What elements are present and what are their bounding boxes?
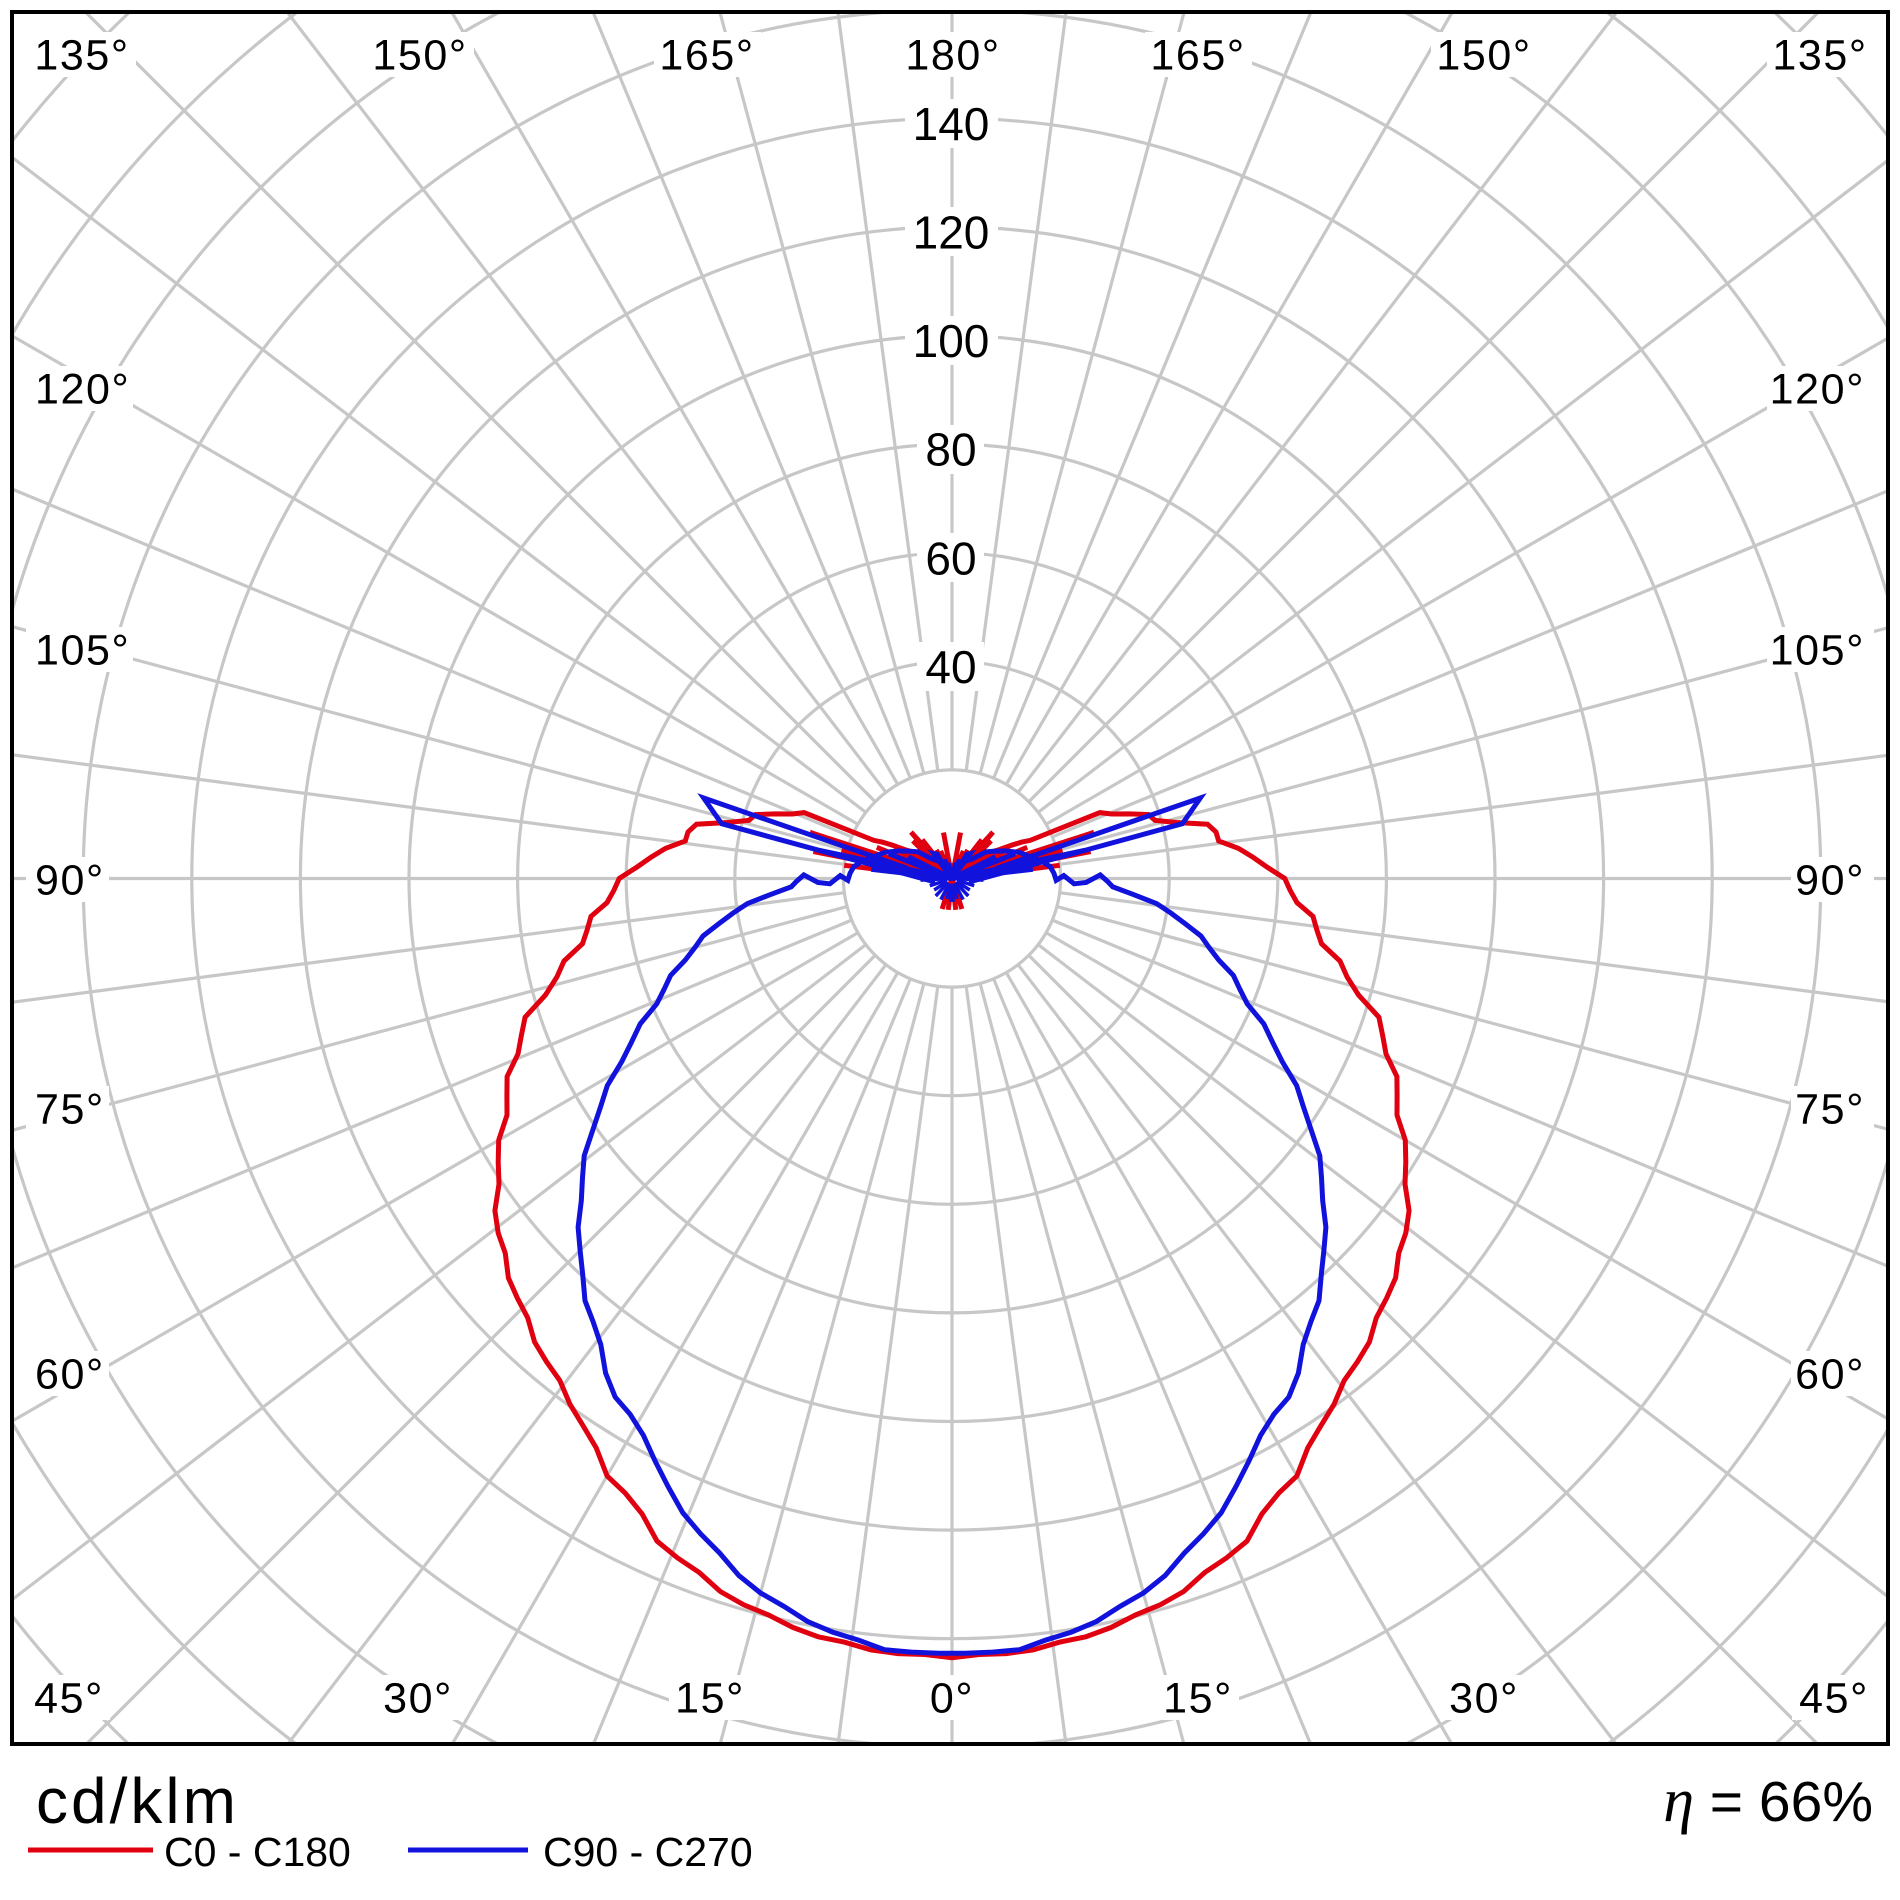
svg-text:100: 100 [913,315,990,367]
svg-text:75°: 75° [35,1086,105,1134]
svg-text:0°: 0° [930,1675,974,1723]
svg-text:135°: 135° [1772,32,1867,80]
svg-text:60: 60 [925,532,976,584]
svg-text:90°: 90° [35,857,105,905]
svg-text:C0 - C180: C0 - C180 [164,1829,351,1875]
svg-text:165°: 165° [659,32,754,80]
svg-text:140: 140 [913,98,990,150]
svg-text:30°: 30° [383,1675,453,1723]
svg-text:η = 66%: η = 66% [1663,1767,1873,1835]
svg-text:120°: 120° [35,366,130,414]
svg-text:150°: 150° [1436,32,1531,80]
svg-text:120°: 120° [1770,366,1865,414]
svg-text:165°: 165° [1150,32,1245,80]
svg-text:90°: 90° [1795,857,1865,905]
svg-text:105°: 105° [35,627,130,675]
svg-text:150°: 150° [372,32,467,80]
svg-text:80: 80 [925,424,976,476]
svg-text:45°: 45° [34,1675,104,1723]
svg-text:60°: 60° [1795,1351,1865,1399]
svg-text:45°: 45° [1799,1675,1869,1723]
svg-text:60°: 60° [35,1351,105,1399]
svg-text:40: 40 [925,641,976,693]
svg-text:75°: 75° [1795,1086,1865,1134]
svg-text:15°: 15° [675,1675,745,1723]
svg-text:120: 120 [913,207,990,259]
svg-text:15°: 15° [1163,1675,1233,1723]
svg-text:cd/klm: cd/klm [36,1765,239,1837]
svg-text:C90 - C270: C90 - C270 [543,1829,753,1875]
svg-text:30°: 30° [1449,1675,1519,1723]
svg-text:180°: 180° [905,32,1000,80]
svg-text:135°: 135° [34,32,129,80]
svg-text:105°: 105° [1770,627,1865,675]
